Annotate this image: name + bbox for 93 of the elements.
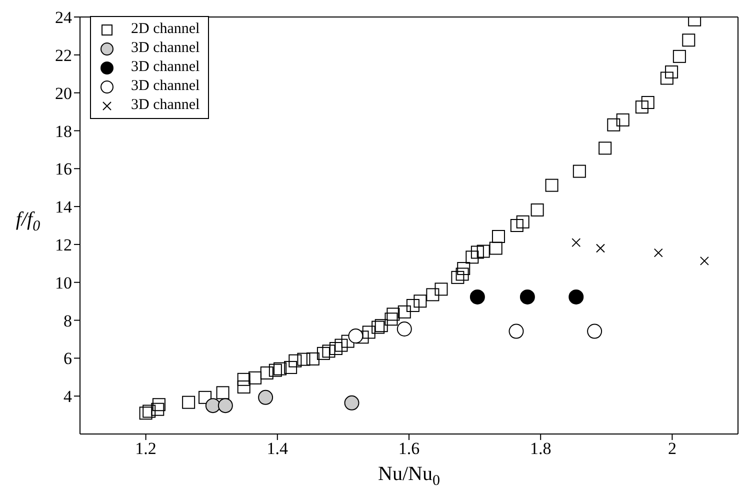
point <box>451 270 464 284</box>
x-tick-label: 1.6 <box>398 439 420 458</box>
point <box>205 398 220 414</box>
point <box>396 321 412 336</box>
point <box>384 312 398 326</box>
point <box>530 203 544 216</box>
y-tick-label: 4 <box>64 387 72 406</box>
legend-label: 2D channel <box>131 21 200 38</box>
point <box>142 404 156 418</box>
y-tick-label: 16 <box>55 160 72 179</box>
point <box>274 362 287 376</box>
point <box>587 324 602 339</box>
point <box>334 338 348 352</box>
point <box>470 289 485 304</box>
point <box>672 50 686 63</box>
point <box>572 164 586 178</box>
point <box>306 352 320 366</box>
y-tick-label: 14 <box>55 198 72 217</box>
point <box>151 402 164 416</box>
point <box>635 100 648 114</box>
point <box>492 230 505 243</box>
point <box>248 371 262 384</box>
point <box>348 328 364 344</box>
legend-label: 3D channel <box>131 78 200 95</box>
point <box>700 256 709 266</box>
point <box>457 262 470 276</box>
point <box>466 250 479 264</box>
point <box>268 364 282 377</box>
point <box>237 380 250 394</box>
y-tick-label: 24 <box>55 8 72 28</box>
point <box>545 178 558 192</box>
point <box>237 372 250 386</box>
point <box>596 244 605 253</box>
point <box>316 346 330 360</box>
y-tick-label: 20 <box>55 84 72 103</box>
y-axis-title: f/f$_{0}$ <box>16 208 41 234</box>
point <box>660 72 674 85</box>
point <box>508 324 524 339</box>
y-tick-label: 22 <box>55 46 72 65</box>
point <box>456 268 469 281</box>
point <box>344 395 360 410</box>
y-tick-label: 18 <box>55 122 72 141</box>
point <box>182 396 196 409</box>
point <box>258 390 274 405</box>
x-tick-label: 1.4 <box>266 439 289 458</box>
point <box>598 142 612 155</box>
point <box>568 289 584 304</box>
point <box>476 244 490 258</box>
point <box>641 96 654 109</box>
point <box>139 406 152 420</box>
point <box>665 65 678 78</box>
point <box>489 242 502 255</box>
point <box>218 398 233 414</box>
point <box>362 326 376 339</box>
legend-label: 3D channel <box>131 97 200 114</box>
point <box>260 366 274 380</box>
point <box>152 398 166 412</box>
point <box>426 288 440 302</box>
point <box>198 390 212 404</box>
point <box>386 308 400 321</box>
point <box>341 334 354 348</box>
y-tick-label: 12 <box>55 235 72 254</box>
point <box>434 282 448 296</box>
x-tick-label: 1.2 <box>135 439 156 458</box>
legend-label: 3D channel <box>131 59 200 76</box>
point <box>470 246 484 259</box>
x-tick-label: 1.8 <box>530 439 552 458</box>
point <box>572 238 581 248</box>
point <box>520 289 535 304</box>
point <box>356 330 369 344</box>
legend-label: 3D channel <box>131 40 200 57</box>
point <box>406 298 420 312</box>
point <box>654 248 663 258</box>
y-tick-label: 8 <box>64 311 72 330</box>
point <box>607 118 620 132</box>
point <box>216 386 230 400</box>
x-axis-title: Nu/Nu$_{0}$ <box>378 463 440 488</box>
point <box>322 344 336 358</box>
y-tick-label: 6 <box>64 349 72 368</box>
y-tick-label: 10 <box>55 273 72 292</box>
point <box>329 342 342 356</box>
point <box>372 320 385 334</box>
point <box>374 319 388 332</box>
point <box>516 215 530 228</box>
point <box>297 352 310 366</box>
point <box>414 294 427 308</box>
point <box>510 219 524 232</box>
point <box>288 354 302 368</box>
point <box>616 113 630 126</box>
x-tick-label: 2 <box>668 439 676 458</box>
point <box>682 34 696 47</box>
point <box>284 360 298 374</box>
point <box>398 305 411 318</box>
